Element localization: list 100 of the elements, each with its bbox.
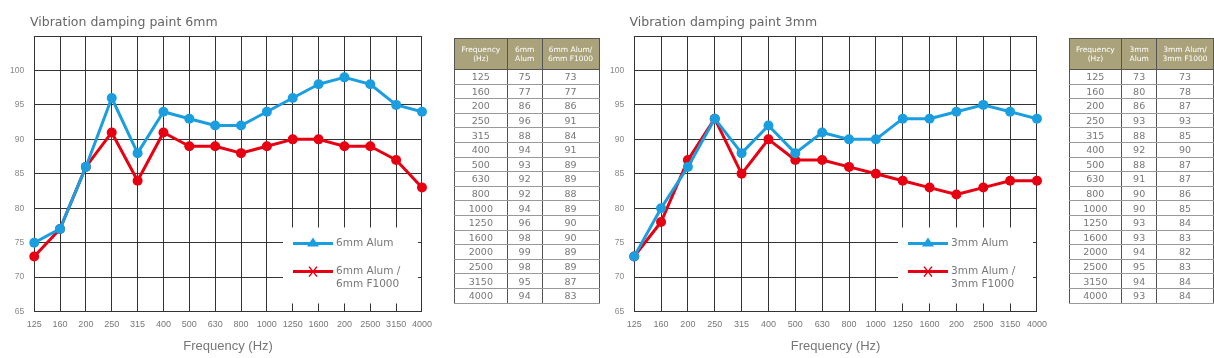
point bbox=[261, 106, 272, 117]
data-label: 93 bbox=[1121, 230, 1157, 245]
y-tick-label: 160 bbox=[454, 84, 508, 99]
data-label: 98 bbox=[507, 259, 543, 274]
point bbox=[843, 134, 854, 145]
data-label: 78 bbox=[1156, 84, 1214, 99]
x-tick-label: 200 bbox=[336, 319, 352, 330]
x-tick-label: 1250 bbox=[282, 319, 303, 330]
y-tick-label: 2000 bbox=[1069, 244, 1122, 260]
point bbox=[870, 134, 881, 145]
point bbox=[1004, 175, 1015, 186]
point bbox=[416, 106, 427, 117]
legend-label: 3mm Alum bbox=[950, 236, 1008, 249]
y-tick-label: 70 bbox=[14, 271, 25, 282]
data-label: 93 bbox=[507, 157, 543, 172]
x-tick-label: 1000 bbox=[865, 319, 886, 330]
x-tick-label: 1250 bbox=[892, 319, 913, 330]
data-label: 96 bbox=[507, 215, 543, 231]
x-tick-label: 800 bbox=[841, 319, 857, 330]
y-tick-label: 250 bbox=[454, 113, 508, 128]
data-label: 90 bbox=[1121, 200, 1157, 216]
point bbox=[977, 182, 988, 193]
x-tick-label: 1600 bbox=[308, 319, 329, 330]
data-label: 86 bbox=[1156, 186, 1214, 201]
data-label: 75 bbox=[507, 69, 543, 85]
point bbox=[365, 79, 376, 90]
point bbox=[950, 189, 961, 200]
x-tick-label: 630 bbox=[207, 319, 223, 330]
y-tick-label: 200 bbox=[1069, 98, 1122, 114]
data-label: 86 bbox=[542, 98, 599, 114]
y-tick-label: 90 bbox=[14, 133, 25, 144]
point bbox=[236, 120, 247, 131]
x-tick-label: 800 bbox=[233, 319, 249, 330]
legend-label: 6mm Alum bbox=[335, 236, 394, 249]
x-tick-label: 200 bbox=[948, 319, 964, 330]
point bbox=[29, 251, 40, 262]
point bbox=[287, 93, 298, 104]
point bbox=[416, 182, 427, 193]
y-tick-label: 65 bbox=[14, 305, 25, 316]
data-label: 92 bbox=[507, 171, 543, 187]
point bbox=[655, 217, 666, 228]
x-tick-label: 4000 bbox=[411, 319, 432, 330]
point bbox=[843, 161, 854, 172]
point bbox=[870, 168, 881, 179]
y-tick-label: 1250 bbox=[1069, 215, 1122, 231]
data-label: 84 bbox=[1156, 215, 1214, 231]
data-label: 85 bbox=[1156, 200, 1214, 216]
chart-title: Vibration damping paint 3mm bbox=[629, 14, 818, 29]
point bbox=[210, 141, 221, 152]
x-tick-label: 200 bbox=[679, 319, 695, 330]
y-tick-label: 200 bbox=[454, 98, 508, 114]
data-label: 87 bbox=[542, 273, 599, 289]
data-label: 93 bbox=[1156, 113, 1214, 128]
y-tick-label: 3150 bbox=[454, 273, 508, 289]
data-label: 90 bbox=[1156, 142, 1214, 158]
point bbox=[736, 168, 747, 179]
data-label: 83 bbox=[542, 288, 599, 303]
point bbox=[897, 175, 908, 186]
point bbox=[816, 127, 827, 138]
x-tick-label: 160 bbox=[52, 319, 68, 330]
point bbox=[391, 99, 402, 110]
legend-label: 3mm Alum / 3mm F1000 bbox=[950, 264, 1016, 290]
y-tick-label: 400 bbox=[1069, 142, 1122, 158]
x-tick-label: 1000 bbox=[256, 319, 277, 330]
point bbox=[762, 134, 773, 145]
y-tick-label: 95 bbox=[14, 99, 25, 110]
point bbox=[261, 141, 272, 152]
y-tick-label: 800 bbox=[454, 186, 508, 201]
y-tick-label: 315 bbox=[1069, 127, 1122, 143]
point bbox=[816, 155, 827, 166]
point bbox=[365, 141, 376, 152]
data-label: 94 bbox=[1121, 244, 1157, 260]
point bbox=[106, 127, 117, 138]
point bbox=[158, 106, 169, 117]
y-tick-label: 80 bbox=[614, 202, 624, 213]
x-tick-label: 400 bbox=[760, 319, 776, 330]
y-tick-label: 1600 bbox=[1069, 230, 1122, 245]
point bbox=[924, 182, 935, 193]
data-label: 89 bbox=[542, 200, 599, 216]
point bbox=[132, 175, 143, 186]
point bbox=[184, 113, 195, 124]
x-tick-label: 250 bbox=[706, 319, 722, 330]
data-label: 84 bbox=[1156, 288, 1214, 303]
y-tick-label: 4000 bbox=[454, 288, 508, 303]
data-label: 84 bbox=[542, 127, 599, 143]
x-tick-label: 2500 bbox=[360, 319, 381, 330]
y-tick-label: 160 bbox=[1069, 84, 1122, 99]
data-label: 88 bbox=[1121, 127, 1157, 143]
data-label: 99 bbox=[507, 244, 543, 260]
y-tick-label: 85 bbox=[14, 168, 25, 179]
x-tick-label: 2500 bbox=[972, 319, 993, 330]
point bbox=[924, 113, 935, 124]
y-tick-label: 1000 bbox=[1069, 200, 1122, 216]
data-label: 90 bbox=[1121, 186, 1157, 201]
y-tick-label: 75 bbox=[14, 237, 25, 248]
point bbox=[29, 237, 40, 248]
y-tick-label: 2500 bbox=[454, 259, 508, 274]
data-label: 94 bbox=[507, 200, 543, 216]
chart-title: Vibration damping paint 6mm bbox=[30, 14, 218, 29]
data-label: 83 bbox=[1156, 230, 1214, 245]
